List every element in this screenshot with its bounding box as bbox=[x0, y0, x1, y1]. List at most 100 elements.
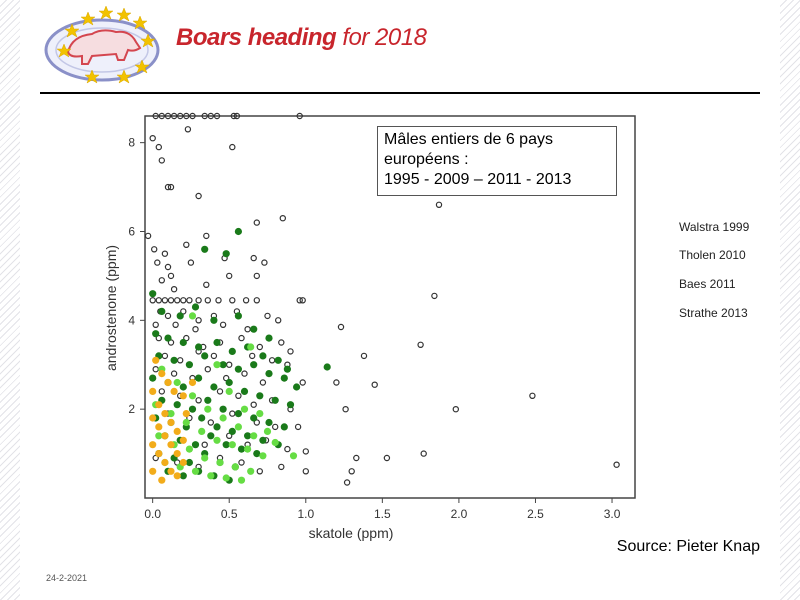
point-walstra-1999-96 bbox=[259, 379, 267, 386]
point-walstra-1999-78 bbox=[278, 339, 285, 346]
left-hatch-border bbox=[0, 0, 20, 600]
point-walstra-1999-17 bbox=[158, 157, 166, 164]
point-tholen-2010-46 bbox=[219, 405, 227, 413]
point-baes-2011-19 bbox=[198, 427, 206, 435]
point-strathe-2013-12 bbox=[179, 436, 187, 444]
point-tholen-2010-7 bbox=[210, 316, 218, 324]
point-walstra-1999-106 bbox=[250, 401, 257, 408]
x-tick-label: 2.0 bbox=[451, 507, 468, 521]
point-tholen-2010-21 bbox=[283, 365, 291, 373]
point-strathe-2013-8 bbox=[155, 401, 163, 409]
point-tholen-2010-65 bbox=[237, 445, 246, 453]
point-walstra-1999-2 bbox=[164, 112, 172, 120]
legend-strathe: Strathe 2013 bbox=[679, 306, 748, 320]
point-tholen-2010-29 bbox=[265, 370, 273, 378]
point-tholen-2010-13 bbox=[164, 334, 172, 342]
point-walstra-1999-35 bbox=[167, 272, 175, 280]
point-tholen-2010-48 bbox=[250, 414, 258, 422]
point-walstra-1999-34 bbox=[164, 263, 172, 271]
point-walstra-1999-19 bbox=[167, 183, 175, 191]
point-walstra-1999-12 bbox=[296, 112, 303, 120]
point-strathe-2013-21 bbox=[161, 458, 169, 467]
point-tholen-2010-38 bbox=[240, 387, 249, 395]
point-walstra-1999-134 bbox=[302, 468, 309, 475]
point-strathe-2013-25 bbox=[158, 476, 166, 484]
point-walstra-1999-63 bbox=[264, 312, 271, 320]
point-tholen-2010-56 bbox=[228, 427, 236, 435]
y-axis-label: androstenone (ppm) bbox=[103, 245, 119, 371]
point-tholen-2010-25 bbox=[201, 352, 209, 360]
point-tholen-2010-47 bbox=[234, 410, 242, 418]
point-tholen-2010-4 bbox=[158, 307, 166, 315]
point-walstra-1999-48 bbox=[195, 297, 202, 304]
point-strathe-2013-9 bbox=[161, 410, 169, 418]
point-walstra-1999-52 bbox=[242, 297, 250, 304]
point-baes-2011-26 bbox=[185, 445, 193, 453]
point-baes-2011-5 bbox=[256, 410, 264, 418]
point-tholen-2010-64 bbox=[222, 441, 230, 449]
callout-line-1: Mâles entiers de 6 pays bbox=[384, 131, 553, 148]
point-strathe-2013-19 bbox=[149, 441, 157, 449]
point-walstra-1999-16 bbox=[229, 143, 236, 151]
point-strathe-2013-2 bbox=[164, 378, 172, 387]
point-tholen-2010-9 bbox=[250, 325, 258, 333]
point-walstra-1999-18 bbox=[164, 183, 172, 191]
point-walstra-1999-42 bbox=[155, 297, 163, 304]
point-tholen-2010-62 bbox=[191, 441, 200, 449]
point-walstra-1999-98 bbox=[299, 379, 306, 386]
point-strathe-2013-13 bbox=[149, 414, 157, 422]
y-tick-label: 4 bbox=[128, 313, 135, 327]
y-tick-label: 2 bbox=[128, 402, 135, 416]
point-walstra-1999-20 bbox=[195, 192, 202, 200]
point-tholen-2010-3 bbox=[149, 290, 157, 298]
point-walstra-1999-114 bbox=[253, 419, 260, 426]
point-walstra-1999-3 bbox=[170, 112, 178, 120]
point-walstra-1999-135 bbox=[353, 454, 360, 462]
point-baes-2011-4 bbox=[240, 405, 249, 413]
point-walstra-1999-46 bbox=[180, 297, 187, 304]
point-walstra-1999-101 bbox=[158, 388, 166, 395]
point-walstra-1999-103 bbox=[195, 397, 202, 404]
point-tholen-2010-11 bbox=[323, 363, 331, 371]
point-tholen-2010-45 bbox=[204, 396, 212, 404]
point-walstra-1999-64 bbox=[274, 317, 282, 324]
point-baes-2011-14 bbox=[234, 423, 242, 431]
point-baes-2011-33 bbox=[191, 467, 200, 475]
point-walstra-1999-1 bbox=[158, 112, 166, 120]
legend-walstra: Walstra 1999 bbox=[679, 220, 750, 234]
source-credit: Source: Pieter Knap bbox=[616, 538, 760, 555]
point-tholen-2010-54 bbox=[198, 414, 206, 422]
point-walstra-1999-89 bbox=[417, 341, 424, 348]
point-walstra-1999-67 bbox=[192, 325, 199, 333]
point-walstra-1999-0 bbox=[152, 112, 159, 120]
point-strathe-2013-6 bbox=[182, 410, 190, 418]
point-tholen-2010-26 bbox=[219, 361, 227, 369]
point-walstra-1999-31 bbox=[250, 254, 257, 262]
point-baes-2011-22 bbox=[244, 445, 252, 453]
point-walstra-1999-51 bbox=[229, 297, 236, 304]
point-strathe-2013-10 bbox=[167, 418, 175, 427]
x-axis-label: skatole (ppm) bbox=[309, 525, 394, 541]
point-tholen-2010-0 bbox=[234, 227, 242, 236]
point-walstra-1999-50 bbox=[215, 297, 222, 304]
point-baes-2011-29 bbox=[231, 463, 239, 471]
point-baes-2011-28 bbox=[216, 458, 224, 467]
point-strathe-2013-5 bbox=[188, 378, 197, 387]
y-tick-label: 8 bbox=[128, 136, 135, 150]
point-baes-2011-7 bbox=[271, 438, 279, 447]
point-strathe-2013-11 bbox=[173, 427, 181, 435]
point-walstra-1999-23 bbox=[435, 201, 443, 209]
point-baes-2011-30 bbox=[247, 467, 255, 475]
point-walstra-1999-44 bbox=[167, 297, 175, 304]
point-tholen-2010-6 bbox=[191, 303, 200, 311]
point-strathe-2013-24 bbox=[149, 467, 157, 475]
point-tholen-2010-43 bbox=[173, 401, 181, 409]
point-tholen-2010-2 bbox=[222, 250, 230, 258]
point-walstra-1999-7 bbox=[201, 112, 208, 120]
point-tholen-2010-63 bbox=[207, 432, 215, 440]
point-walstra-1999-15 bbox=[155, 143, 163, 151]
point-strathe-2013-16 bbox=[167, 441, 175, 449]
point-strathe-2013-20 bbox=[155, 450, 163, 458]
point-baes-2011-15 bbox=[250, 432, 258, 440]
point-walstra-1999-93 bbox=[204, 366, 212, 373]
